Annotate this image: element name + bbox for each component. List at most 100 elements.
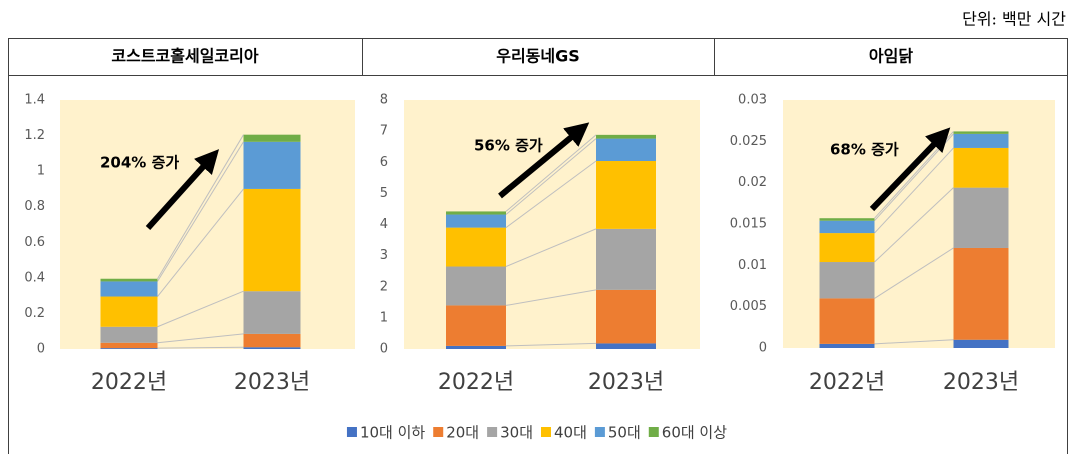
legend-swatch [541,427,551,437]
connector [505,138,597,215]
connector [157,346,244,349]
bar-segment [953,131,1009,134]
bar-segment [953,133,1009,148]
bar-segment [953,147,1009,188]
connector [505,134,597,212]
y-tick-label: 8 [380,93,388,108]
y-tick-label: 1.2 [24,128,45,143]
bar-segment [243,188,301,292]
bar-segment [819,298,875,344]
y-tick-label: 0 [759,341,767,356]
bar-segment [446,345,506,349]
bar-segment [596,289,656,344]
legend-label: 60대 이상 [662,424,727,442]
y-tick-label: 0.8 [24,199,45,214]
legend-label: 40대 [554,424,587,442]
bar-segment [100,342,158,349]
y-tick-label: 1.4 [24,93,45,108]
x-tick-label: 2023년 [943,370,1019,395]
x-tick-label: 2022년 [809,370,885,395]
bar-segment [596,138,656,162]
x-tick-label: 2022년 [91,370,167,395]
bar-segment [819,220,875,234]
bar-segment [100,348,158,349]
y-tick-label: 0.01 [738,258,767,273]
x-tick-label: 2022년 [438,370,514,395]
bar-segment [243,333,301,348]
legend-swatch [433,427,444,437]
y-tick-label: 6 [380,155,388,170]
legend-swatch [648,427,659,437]
connector [157,333,244,344]
connector [157,188,244,297]
y-tick-label: 0 [37,342,45,357]
connector [874,187,954,263]
y-tick-label: 0 [380,342,388,357]
legend-swatch [594,427,605,437]
connector [505,228,597,267]
arrow [498,122,590,199]
arrow [145,149,220,231]
bar-segment [100,296,158,327]
y-tick-label: 0.03 [738,93,767,108]
bar-segment [819,343,875,348]
connector [157,141,244,282]
connector [874,247,954,299]
frame [8,38,1068,454]
legend-swatch [487,427,498,437]
bar-segment [100,326,158,343]
bar-segment [446,227,506,267]
bar-segment [446,211,506,215]
annotation: 68% 증가 [830,141,899,159]
connector [505,160,597,229]
bar-segment [446,305,506,346]
legend-label: 20대 [446,424,479,442]
bar-segment [819,218,875,221]
panel-title: 아임닭 [869,47,913,66]
x-tick-label: 2023년 [588,370,664,395]
y-tick-label: 5 [380,186,388,201]
bar-segment [596,161,656,229]
y-tick-label: 2 [380,279,388,294]
y-tick-label: 0.2 [24,306,45,321]
bar-segment [243,347,301,349]
bar-segment [596,134,656,139]
y-tick-label: 0.6 [24,235,45,250]
bar-segment [243,291,301,334]
connector [157,134,244,280]
y-tick-label: 1 [380,310,388,325]
y-tick-label: 0.015 [730,217,767,232]
y-tick-label: 4 [380,217,388,232]
bar-segment [596,343,656,349]
y-tick-label: 0.025 [730,134,767,149]
legend-swatch [346,427,357,437]
y-tick-label: 1 [37,164,45,179]
annotation: 204% 증가 [100,154,179,172]
legend-label: 50대 [608,424,641,442]
bar-segment [100,281,158,297]
bar-segment [446,266,506,306]
bar-segment [596,228,656,290]
bar-segment [819,233,875,263]
bar-segment [100,278,158,282]
annotation: 56% 증가 [474,137,543,155]
bar-segment [446,214,506,228]
connector [505,342,597,347]
y-tick-label: 3 [380,248,388,263]
bar-segment [953,339,1009,348]
x-tick-label: 2023년 [234,370,310,395]
y-tick-label: 0.005 [730,299,767,314]
legend-label: 30대 [500,424,533,442]
connector [505,289,597,306]
arrow [869,127,951,212]
connector [874,339,954,345]
bar-segment [819,262,875,299]
y-tick-label: 0.02 [738,175,767,190]
panel-title: 우리동네GS [496,47,580,66]
connector [874,147,954,234]
unit: 단위: 백만 시간 [962,10,1066,29]
y-tick-label: 0.4 [24,270,45,285]
connector [157,290,244,328]
legend-label: 10대 이하 [360,424,425,442]
